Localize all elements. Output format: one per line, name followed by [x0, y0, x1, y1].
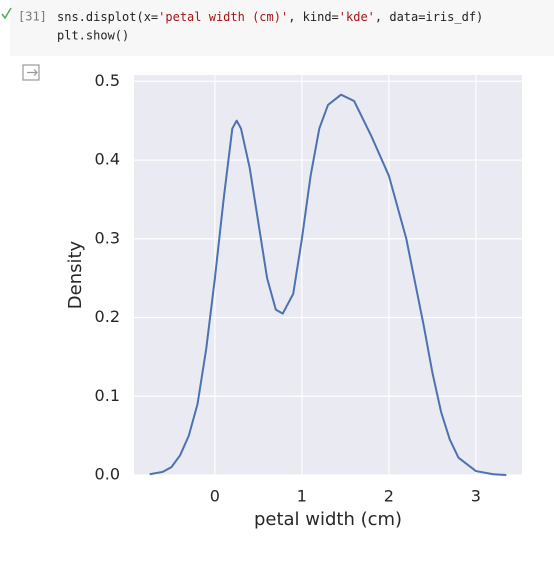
y-tick-label: 0.3	[95, 228, 120, 247]
run-status-icon	[1, 7, 12, 20]
y-axis-label: Density	[65, 240, 86, 309]
code-token: sns.displot(x=	[57, 10, 158, 24]
x-tick-label: 3	[471, 487, 481, 506]
code-line: plt.show()	[57, 29, 129, 43]
plot-area	[134, 75, 522, 475]
code-cell[interactable]	[10, 0, 554, 56]
code-token: 'petal width (cm)'	[158, 10, 288, 24]
output-icon[interactable]	[22, 64, 40, 81]
code-token: , kind=	[288, 10, 339, 24]
density-line	[149, 93, 507, 476]
code-token: , data=iris_df)	[375, 10, 483, 24]
x-tick-label: 0	[210, 487, 220, 506]
y-tick-label: 0.5	[95, 71, 120, 90]
y-tick-label: 0.0	[95, 465, 120, 484]
y-tick-label: 0.1	[95, 386, 120, 405]
y-tick-label: 0.4	[95, 150, 120, 169]
code-line: sns.displot(x='petal width (cm)', kind='…	[57, 10, 483, 24]
x-axis-label: petal width (cm)	[254, 509, 402, 530]
execution-count: [31]	[18, 10, 47, 24]
y-tick-label: 0.2	[95, 307, 120, 326]
chart: petal width (cm) Density 0.0 0.1 0.2 0.3 0.4…	[65, 71, 522, 530]
x-tick-label: 2	[384, 487, 394, 506]
code-token: 'kde'	[339, 10, 375, 24]
x-tick-label: 1	[297, 487, 307, 506]
